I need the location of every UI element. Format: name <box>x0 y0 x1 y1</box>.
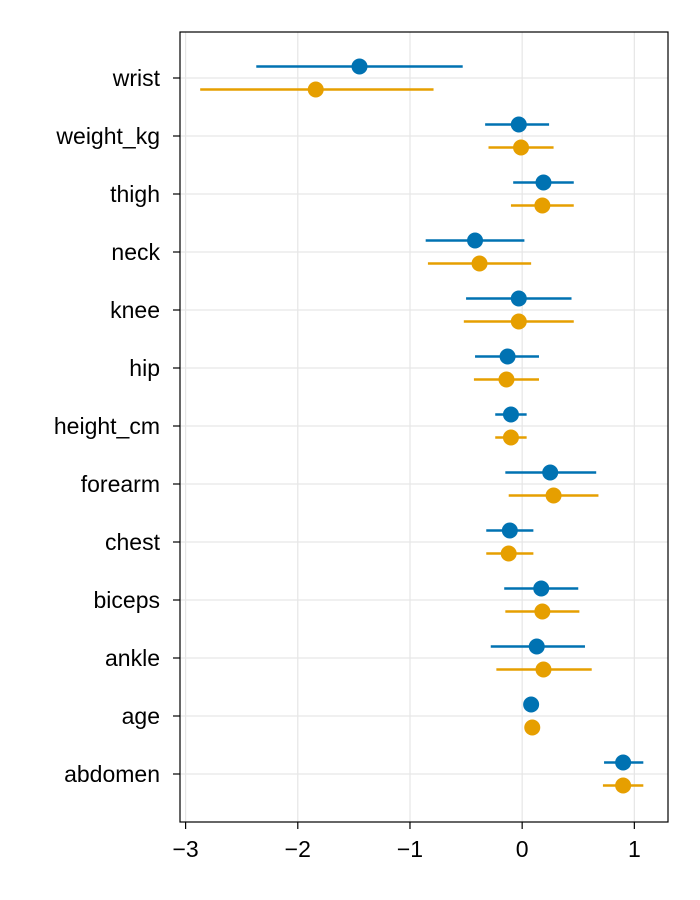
estimate-point-series2-forearm <box>545 487 562 504</box>
estimate-point-series1-abdomen <box>615 754 632 771</box>
estimate-point-series2-chest <box>500 545 517 562</box>
estimate-point-series2-height-cm <box>502 429 519 446</box>
category-label-age: age <box>122 703 160 729</box>
x-tick-label: 0 <box>516 836 529 862</box>
category-label-knee: knee <box>110 297 160 323</box>
category-label-ankle: ankle <box>105 645 160 671</box>
estimate-point-series1-height-cm <box>502 406 519 423</box>
estimate-point-series1-thigh <box>535 174 552 191</box>
category-label-wrist: wrist <box>112 65 161 91</box>
estimate-point-series1-hip <box>499 348 516 365</box>
category-label-forearm: forearm <box>81 471 160 497</box>
x-tick-label: −1 <box>397 836 423 862</box>
estimate-point-series2-hip <box>498 371 515 388</box>
x-tick-label: −2 <box>285 836 311 862</box>
estimate-point-series1-age <box>523 696 540 713</box>
estimate-point-series1-forearm <box>542 464 559 481</box>
estimate-point-series2-age <box>524 719 541 736</box>
plot-frame <box>179 31 669 823</box>
category-label-hip: hip <box>129 355 160 381</box>
estimate-point-series2-weight-kg <box>513 139 530 156</box>
category-label-abdomen: abdomen <box>64 761 160 787</box>
category-label-biceps: biceps <box>94 587 160 613</box>
category-label-thigh: thigh <box>110 181 160 207</box>
estimate-point-series2-biceps <box>534 603 551 620</box>
series-layer <box>200 58 644 794</box>
estimate-point-series2-wrist <box>307 81 324 98</box>
estimate-point-series1-wrist <box>351 58 368 75</box>
estimate-point-series2-abdomen <box>615 777 632 794</box>
category-label-height-cm: height_cm <box>54 413 160 439</box>
estimate-point-series2-thigh <box>534 197 551 214</box>
estimate-point-series2-neck <box>471 255 488 272</box>
x-tick-label: 1 <box>628 836 641 862</box>
estimate-point-series2-knee <box>510 313 527 330</box>
estimate-point-series1-neck <box>467 232 484 249</box>
estimate-point-series1-ankle <box>528 638 545 655</box>
grid-layer <box>180 32 668 822</box>
estimate-point-series2-ankle <box>535 661 552 678</box>
estimate-point-series1-chest <box>501 522 518 539</box>
estimate-point-series1-biceps <box>533 580 550 597</box>
category-label-weight-kg: weight_kg <box>55 123 160 149</box>
estimate-point-series1-knee <box>510 290 527 307</box>
estimate-point-series1-weight-kg <box>510 116 527 133</box>
category-label-neck: neck <box>111 239 160 265</box>
x-tick-label: −3 <box>172 836 198 862</box>
category-label-chest: chest <box>105 529 161 555</box>
